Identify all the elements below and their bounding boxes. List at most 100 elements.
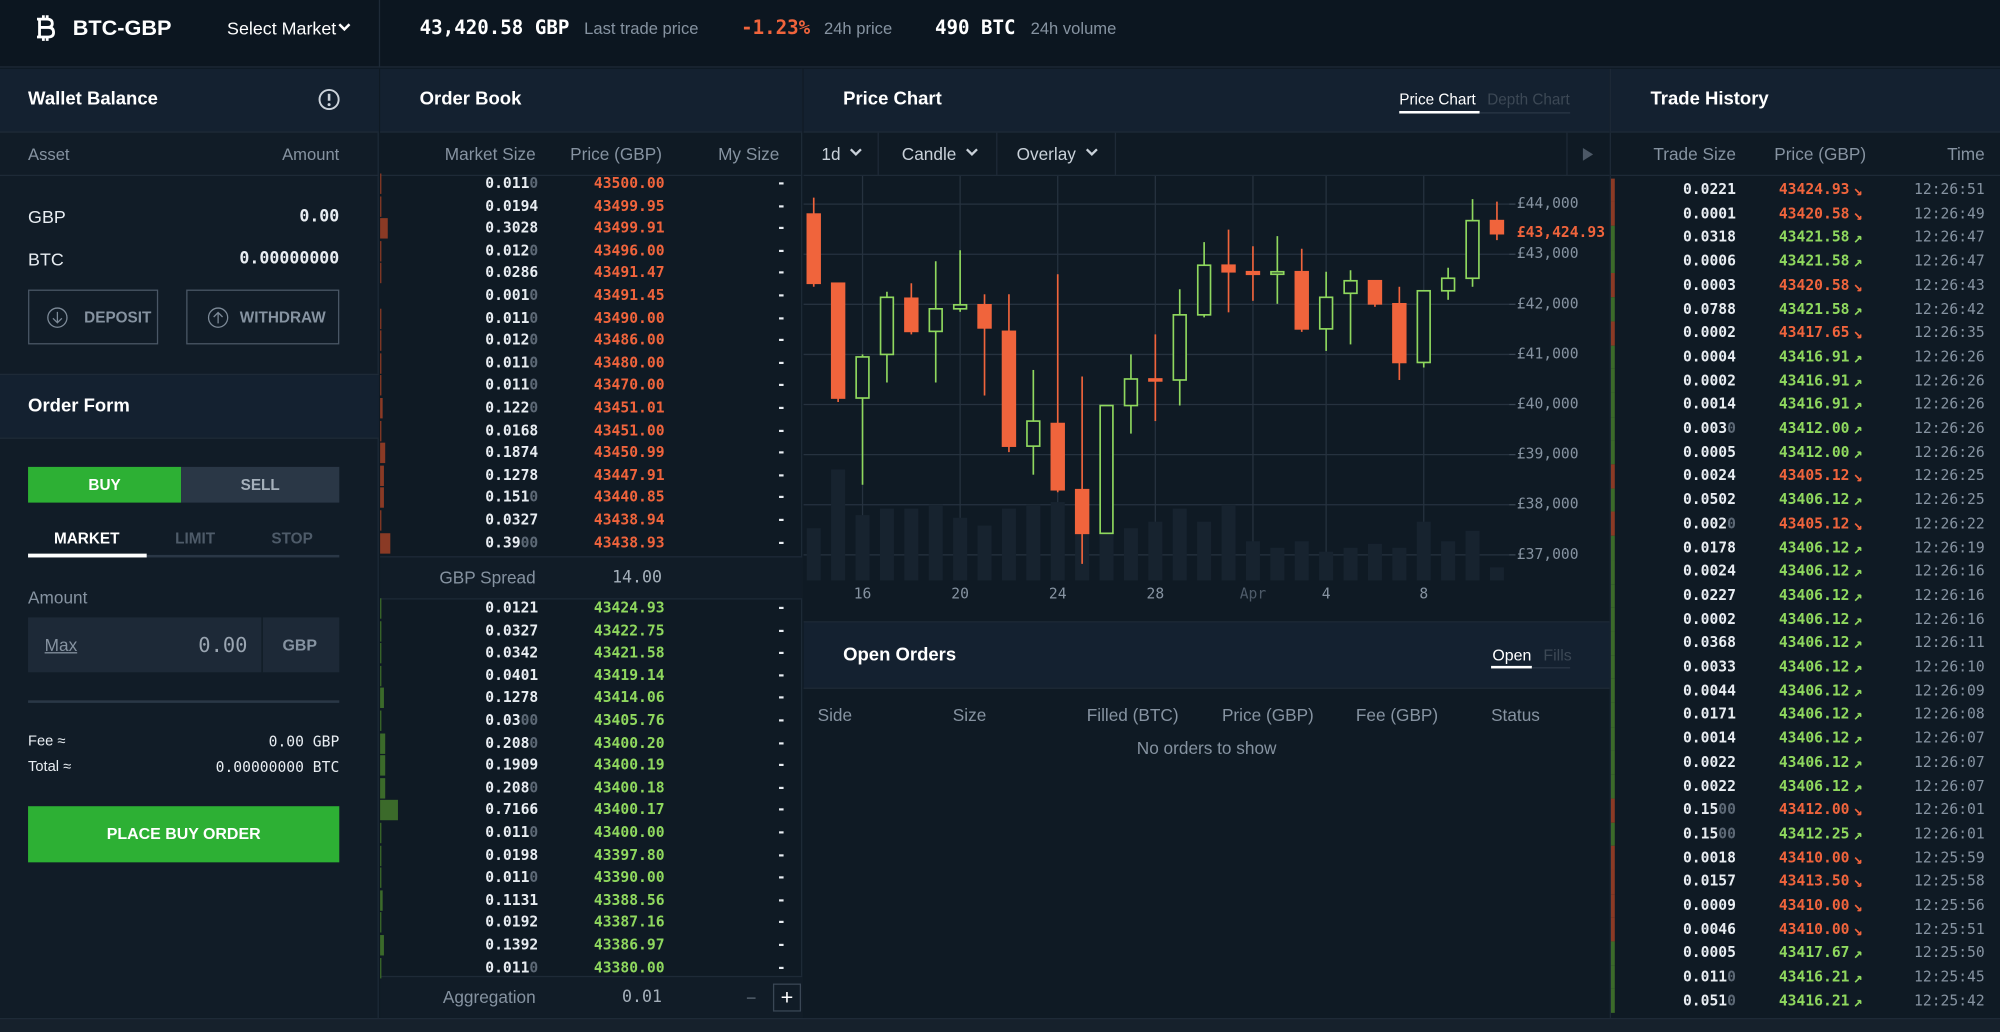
trade-size: 0.0022 [1682, 776, 1736, 795]
chart-control[interactable]: Overlay [1016, 144, 1076, 164]
my-size: - [776, 263, 786, 282]
button-label[interactable]: WITHDRAW [239, 308, 326, 327]
volume-bar [928, 504, 943, 581]
minus-button[interactable]: − [746, 987, 757, 1008]
market-select[interactable]: Select Market [227, 17, 337, 39]
depth-bar [380, 890, 383, 911]
chart-tab[interactable]: Depth Chart [1487, 90, 1570, 109]
place-order-button[interactable] [28, 806, 340, 863]
aggregation-label: Aggregation [442, 987, 536, 1007]
volume-bar [1416, 521, 1431, 581]
chevron-shape [1085, 148, 1098, 156]
play-shape [1582, 147, 1594, 161]
orders-tab[interactable]: Open [1492, 646, 1532, 665]
y-tick-label: £37,000 [1517, 546, 1579, 563]
trade-time: 12:26:49 [1914, 204, 1985, 222]
last-price-label: £43,424.93 [1517, 224, 1605, 241]
candle-body [1221, 264, 1236, 273]
price: 43451.00 [593, 420, 665, 439]
y-tick-label: £42,000 [1517, 295, 1579, 312]
price: 43405.76 [593, 710, 665, 729]
trailing-zeros: 0 [529, 353, 539, 372]
order-type-tab[interactable]: STOP [271, 529, 313, 548]
y-tick-label: £39,000 [1517, 446, 1579, 463]
side-strip [1610, 464, 1615, 489]
price: 43440.85 [593, 488, 665, 506]
trailing-zeros: 0 [529, 823, 539, 841]
sell-label[interactable]: SELL [240, 475, 280, 494]
price: 43438.94 [593, 510, 665, 529]
trade-arrow: ↗ [1853, 395, 1863, 414]
plus-box[interactable] [772, 983, 802, 1012]
order-type-tab[interactable]: MARKET [53, 529, 120, 548]
max-link[interactable]: Max [44, 635, 78, 655]
info-icon[interactable] [318, 88, 341, 111]
volume-bar [1026, 504, 1041, 581]
price: 43499.91 [593, 218, 665, 237]
price: 43451.01 [593, 398, 665, 417]
column-header: Price (GBP) [1221, 705, 1314, 725]
trade-time: 12:26:26 [1914, 347, 1985, 366]
my-size: - [776, 688, 786, 707]
depth-bar [380, 777, 386, 799]
icon-arrow [213, 311, 224, 324]
buy-toggle[interactable] [28, 466, 182, 503]
button-label[interactable]: DEPOSIT [84, 308, 152, 327]
my-size: - [776, 665, 786, 684]
control-divider [877, 132, 879, 177]
candle-body [1245, 270, 1261, 276]
side-strip [1610, 297, 1615, 322]
depth-bar [380, 643, 381, 664]
candle-body [1172, 314, 1187, 381]
stat-label: 24h volume [1030, 18, 1117, 38]
volume-bar [1245, 541, 1260, 581]
market-size: 0.1909 [485, 755, 539, 774]
orders-tab[interactable]: Fills [1543, 646, 1572, 665]
tab-underline [1399, 110, 1480, 114]
play-icon[interactable] [1579, 145, 1597, 163]
amount-value[interactable]: 0.00 [198, 632, 248, 657]
sell-toggle[interactable] [181, 466, 340, 503]
my-size: - [776, 533, 786, 551]
trailing-zeros: 0 [529, 488, 539, 506]
market-size: 0.3028 [485, 218, 539, 237]
trade-price: 43405.12 [1778, 466, 1850, 485]
my-size: - [776, 218, 786, 237]
trade-arrow: ↘ [1853, 872, 1863, 891]
x-tick-label: 4 [1322, 585, 1331, 602]
trailing-zeros: 0 [1727, 967, 1736, 986]
trade-size: 0.0221 [1682, 180, 1736, 199]
price: 43496.00 [593, 241, 665, 260]
trade-size: 0.0510 [1682, 991, 1736, 1010]
tab-underline-rest [1479, 112, 1571, 114]
buy-label[interactable]: BUY [88, 475, 121, 494]
trade-time: 12:26:51 [1914, 180, 1985, 199]
submit-label[interactable]: PLACE BUY ORDER [106, 825, 261, 843]
chart-tab[interactable]: Price Chart [1399, 90, 1476, 109]
trade-price: 43416.91 [1778, 371, 1850, 389]
amount-input[interactable] [28, 617, 340, 673]
order-type-tab[interactable]: LIMIT [175, 529, 216, 548]
price: 43424.93 [593, 598, 665, 617]
withdraw-button[interactable] [186, 289, 340, 345]
my-size: - [776, 890, 786, 909]
candle-body [806, 213, 821, 285]
candle-body [1099, 404, 1114, 535]
price: 43400.19 [593, 755, 665, 774]
trade-price: 43416.21 [1778, 967, 1850, 986]
depth-bar [380, 755, 385, 776]
side-strip [1610, 535, 1615, 560]
chart-control[interactable]: 1d [821, 144, 841, 164]
my-size: - [776, 598, 786, 617]
trailing-zeros: 00 [1718, 800, 1736, 819]
volume-bar [879, 508, 894, 581]
deposit-button[interactable] [28, 289, 159, 345]
trade-size: 0.0005 [1682, 442, 1736, 461]
wallet-title-band [0, 68, 379, 133]
chevron-icon[interactable] [337, 22, 352, 35]
chart-control[interactable]: Candle [901, 144, 957, 164]
plus-button[interactable]: + [780, 985, 794, 1010]
depth-bar [380, 398, 384, 419]
trade-arrow: ↘ [1853, 801, 1863, 820]
stat-value: -1.23% [741, 15, 811, 39]
